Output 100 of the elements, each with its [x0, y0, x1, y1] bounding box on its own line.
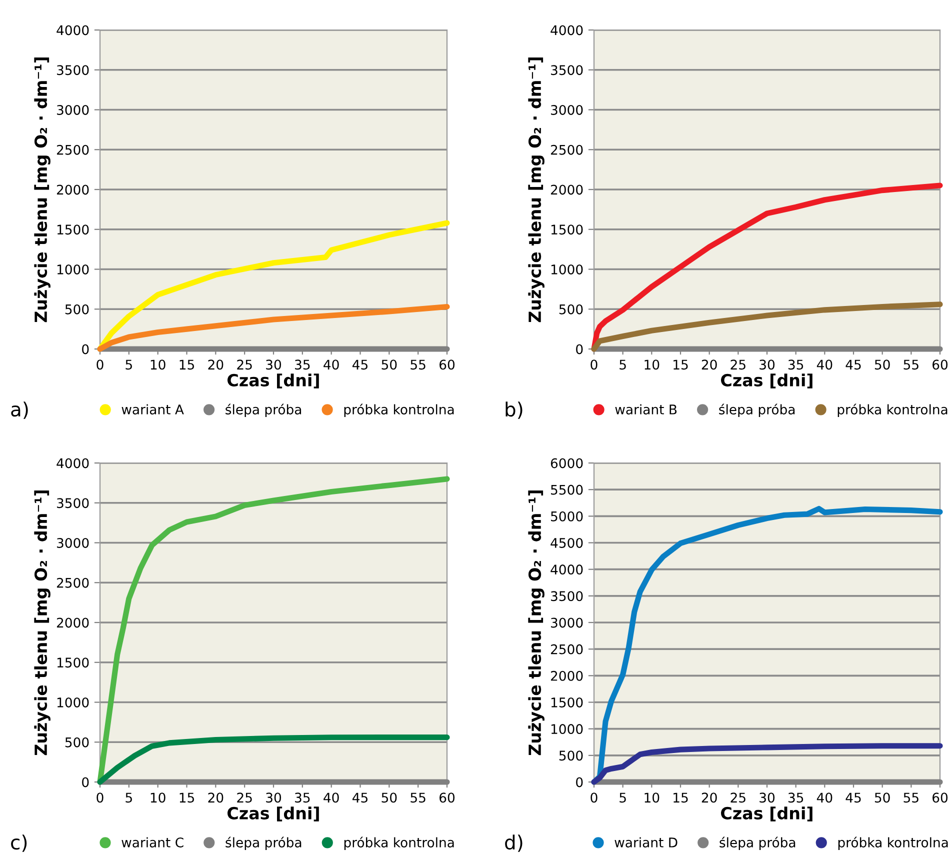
x-tick-label: 30: [760, 360, 775, 370]
x-tick-label: 5: [126, 360, 132, 370]
y-tick-label: 5000: [551, 511, 583, 522]
y-tick-label: 3000: [57, 538, 89, 548]
x-tick-label: 35: [788, 360, 804, 370]
y-tick-label: 0: [576, 344, 583, 354]
x-tick-label: 55: [410, 792, 426, 803]
x-tick-label: 0: [96, 360, 104, 370]
legend-label: ślepa próba: [720, 836, 796, 850]
y-tick-label: 500: [65, 304, 89, 314]
x-tick-label: 5: [126, 792, 132, 803]
text: b): [506, 402, 522, 419]
x-tick-label: 45: [352, 792, 368, 803]
x-tick-label: 10: [644, 792, 660, 803]
y-tick-label: 2500: [550, 644, 583, 654]
x-tick-label: 15: [674, 360, 688, 370]
x-tick-label: 50: [382, 360, 397, 370]
y-tick-label: 2000: [56, 184, 89, 195]
y-tick-label: 2000: [550, 184, 583, 195]
x-tick-label: 0: [96, 792, 104, 803]
y-axis-title: Zużycie tlenu [mg O₂ · dm⁻¹]: [34, 58, 50, 322]
x-tick-label: 40: [324, 792, 339, 803]
y-tick-label: 500: [65, 737, 89, 748]
x-tick-label: 60: [440, 792, 455, 803]
x-tick-label: 50: [874, 360, 890, 370]
x-tick-label: 20: [702, 792, 717, 803]
y-tick-label: 1000: [57, 697, 89, 708]
x-tick-label: 20: [208, 360, 224, 370]
y-tick-label: 3500: [57, 65, 89, 76]
y-tick-label: 4500: [550, 538, 583, 548]
x-tick-label: 35: [788, 792, 804, 803]
x-tick-label: 30: [266, 792, 282, 803]
y-tick-label: 1000: [551, 724, 583, 734]
y-tick-label: 3500: [57, 498, 89, 508]
legend-label: próbka kontrolna: [344, 836, 454, 850]
text: c): [11, 834, 27, 852]
y-tick-label: 2000: [56, 618, 89, 628]
y-tick-label: 3500: [551, 591, 583, 602]
y-axis-title: Zużycie tlenu [mg O₂ · dm⁻¹]: [34, 490, 50, 756]
x-tick-label: 10: [150, 360, 166, 370]
legend-label: wariant C: [122, 837, 184, 848]
x-tick-label: 55: [904, 792, 918, 803]
x-tick-label: 5: [620, 360, 626, 370]
x-tick-label: 50: [874, 792, 890, 803]
x-axis-title: Czas [dni]: [228, 374, 319, 388]
y-tick-label: 2000: [550, 670, 583, 681]
x-tick-label: 25: [730, 360, 746, 370]
x-tick-label: 0: [590, 360, 598, 370]
legend-label: wariant D: [614, 837, 678, 848]
x-tick-label: 30: [266, 360, 282, 370]
legend-label: ślepa próba: [719, 404, 795, 418]
x-tick-label: 40: [816, 792, 832, 803]
x-tick-label: 20: [702, 360, 717, 370]
y-tick-label: 1500: [57, 224, 89, 235]
x-tick-label: 15: [180, 360, 194, 370]
x-tick-label: 10: [150, 792, 166, 803]
x-tick-label: 35: [295, 792, 310, 803]
y-tick-label: 500: [559, 304, 583, 314]
legend-label: próbka kontrolna: [344, 404, 454, 418]
x-tick-label: 55: [904, 360, 918, 370]
x-axis-title: Czas [dni]: [721, 806, 812, 822]
y-tick-label: 1000: [551, 264, 583, 274]
legend-label: próbka kontrolna: [838, 404, 948, 418]
y-tick-label: 1500: [551, 224, 583, 235]
x-tick-label: 40: [324, 360, 339, 370]
y-tick-label: 0: [82, 777, 89, 788]
x-tick-label: 60: [440, 360, 455, 370]
x-axis-title: Czas [dni]: [721, 374, 812, 388]
x-tick-label: 25: [237, 360, 252, 370]
y-tick-label: 3000: [551, 104, 583, 115]
y-tick-label: 4000: [56, 25, 89, 36]
y-tick-label: 3500: [551, 65, 583, 76]
y-tick-label: 500: [559, 750, 583, 761]
x-tick-label: 60: [932, 792, 948, 803]
y-tick-label: 2500: [56, 578, 89, 588]
y-tick-label: 4000: [550, 564, 583, 575]
y-tick-label: 1500: [57, 658, 89, 668]
y-tick-label: 2500: [56, 144, 89, 155]
legend-label: wariant B: [615, 404, 677, 414]
y-axis-title: Zużycie tlenu [mg O₂ · dm⁻¹]: [528, 58, 544, 322]
x-tick-label: 35: [295, 360, 310, 370]
y-tick-label: 0: [82, 344, 89, 354]
x-tick-label: 50: [382, 792, 397, 803]
y-tick-label: 5500: [551, 484, 583, 495]
y-tick-label: 1500: [551, 697, 583, 708]
x-tick-label: 5: [620, 792, 626, 803]
text: a): [11, 402, 28, 419]
x-tick-label: 10: [644, 360, 660, 370]
x-tick-label: 25: [730, 792, 746, 803]
x-tick-label: 30: [760, 792, 775, 803]
x-tick-label: 60: [932, 360, 948, 370]
y-tick-label: 4000: [56, 458, 89, 468]
text: d): [505, 834, 522, 852]
x-tick-label: 15: [674, 792, 688, 803]
legend-label: próbka kontrolna: [838, 836, 948, 850]
legend-label: ślepa próba: [226, 836, 302, 850]
x-tick-label: 25: [237, 792, 252, 803]
x-axis-title: Czas [dni]: [228, 806, 319, 822]
y-axis-title: Zużycie tlenu [mg O₂ · dm⁻¹]: [528, 490, 544, 756]
x-tick-label: 20: [208, 792, 224, 803]
